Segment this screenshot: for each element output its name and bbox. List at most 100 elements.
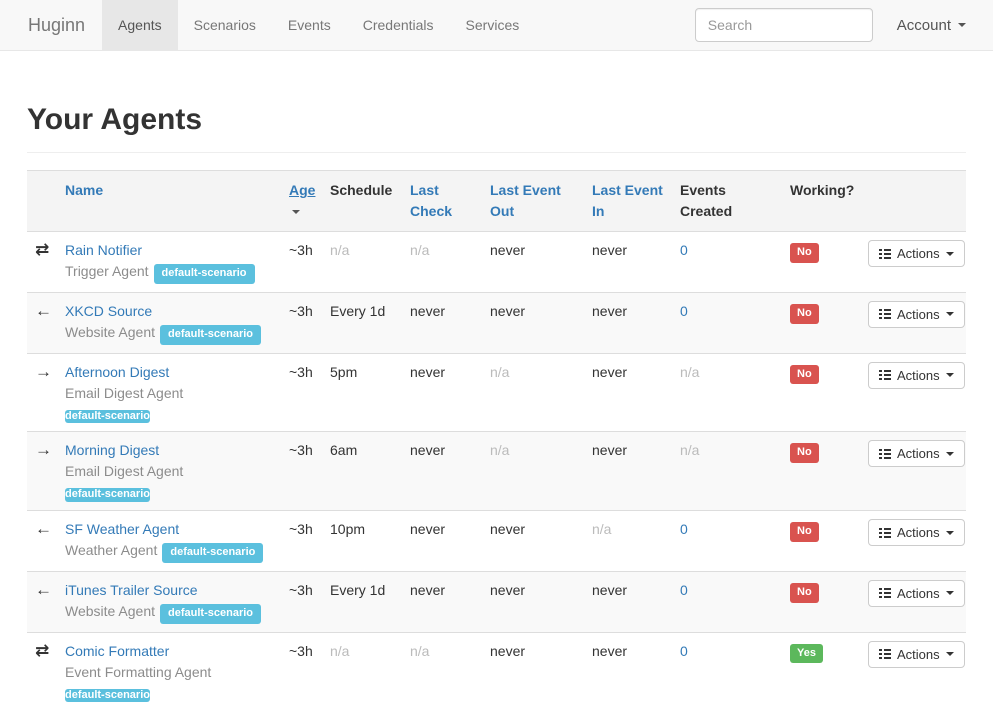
arrow-left-icon: ← xyxy=(35,519,52,538)
table-row: ← iTunes Trailer Source Website Agent def… xyxy=(27,570,966,632)
working-cell: No xyxy=(782,231,860,293)
agent-name-link[interactable]: Morning Digest xyxy=(65,442,160,459)
events-count-link[interactable]: 0 xyxy=(680,642,688,659)
last-check-cell: never xyxy=(402,510,482,572)
scenario-badge[interactable]: default-scenario xyxy=(65,409,150,424)
last-event-in-cell: never xyxy=(584,352,672,432)
actions-cell: Actions xyxy=(860,231,966,293)
nav-item-services[interactable]: Services xyxy=(465,17,520,33)
header-last-check[interactable]: Last Check xyxy=(410,182,453,219)
agent-type-label: Weather Agent xyxy=(65,542,158,558)
actions-button-label: Actions xyxy=(897,446,940,462)
header-last-event-out[interactable]: Last Event Out xyxy=(490,182,561,219)
header-name[interactable]: Name xyxy=(65,182,104,198)
table-row: ⇄ Comic Formatter Event Formatting Agent… xyxy=(27,631,966,711)
header-last-event-in[interactable]: Last Event In xyxy=(592,182,663,219)
working-badge: No xyxy=(790,522,819,542)
nav-item-events[interactable]: Events xyxy=(287,17,331,33)
brand-link[interactable]: Huginn xyxy=(28,14,86,35)
nav-item-credentials[interactable]: Credentials xyxy=(362,17,434,33)
direction-cell: ⇄ xyxy=(27,231,57,293)
working-cell: No xyxy=(782,291,860,353)
agent-name-link[interactable]: Comic Formatter xyxy=(65,642,170,659)
actions-button[interactable]: Actions xyxy=(868,361,965,389)
actions-button[interactable]: Actions xyxy=(868,240,965,267)
agent-type-label: Website Agent xyxy=(65,602,156,619)
schedule-cell: n/a xyxy=(322,231,402,293)
age-cell: ~3h xyxy=(281,352,322,432)
events-count-link[interactable]: 0 xyxy=(680,242,688,258)
scenario-badge[interactable]: default-scenario xyxy=(160,324,261,345)
arrow-left-icon: ← xyxy=(35,300,52,320)
working-cell: No xyxy=(782,352,860,432)
last-check-cell: never xyxy=(402,291,482,353)
scenario-badge[interactable]: default-scenario xyxy=(160,603,261,624)
nav-item-agents[interactable]: Agents xyxy=(102,0,178,50)
header-working: Working? xyxy=(782,170,860,232)
list-icon xyxy=(879,648,891,660)
direction-cell: → xyxy=(27,431,57,511)
agent-name-link[interactable]: iTunes Trailer Source xyxy=(65,581,198,598)
actions-button[interactable]: Actions xyxy=(868,579,965,607)
scenario-badge[interactable]: default-scenario xyxy=(162,543,264,563)
last-event-out-cell: n/a xyxy=(482,352,584,432)
working-badge: Yes xyxy=(790,643,823,664)
actions-button[interactable]: Actions xyxy=(868,300,965,328)
caret-down-icon xyxy=(945,373,954,377)
header-age[interactable]: Age xyxy=(289,182,316,198)
account-label: Account xyxy=(896,16,951,34)
events-created-cell: 0 xyxy=(672,631,782,711)
last-event-in-cell: never xyxy=(584,291,672,353)
agent-name-link[interactable]: Afternoon Digest xyxy=(65,363,170,380)
agent-name-link[interactable]: SF Weather Agent xyxy=(65,521,180,537)
actions-cell: Actions xyxy=(860,510,966,572)
header-schedule: Schedule xyxy=(322,170,402,232)
actions-button[interactable]: Actions xyxy=(868,440,965,468)
arrow-right-icon: → xyxy=(35,361,52,381)
divider xyxy=(27,152,966,153)
account-menu[interactable]: Account xyxy=(897,17,966,34)
scenario-badge[interactable]: default-scenario xyxy=(65,488,150,502)
actions-button-label: Actions xyxy=(897,646,940,662)
events-count-link[interactable]: 0 xyxy=(680,581,688,598)
scenario-badge[interactable]: default-scenario xyxy=(65,688,150,703)
list-icon xyxy=(879,248,891,260)
events-count-link[interactable]: 0 xyxy=(680,521,688,537)
table-row: ← XKCD Source Website Agent default-scena… xyxy=(27,291,966,353)
actions-button[interactable]: Actions xyxy=(868,640,965,668)
agent-name-link[interactable]: Rain Notifier xyxy=(65,242,143,258)
events-created-cell: 0 xyxy=(672,570,782,632)
table-row: ⇄ Rain Notifier Trigger Agent default-sce… xyxy=(27,231,966,293)
working-badge: No xyxy=(790,303,819,324)
table-row: → Afternoon Digest Email Digest Agent def… xyxy=(27,352,966,432)
actions-button-label: Actions xyxy=(897,525,940,540)
actions-cell: Actions xyxy=(860,352,966,432)
agent-type-label: Trigger Agent xyxy=(65,263,149,279)
scenario-badge[interactable]: default-scenario xyxy=(153,264,255,284)
working-badge: No xyxy=(790,443,819,463)
actions-button-label: Actions xyxy=(897,306,940,322)
page-title: Your Agents xyxy=(27,103,203,136)
last-event-in-cell: n/a xyxy=(584,510,672,572)
actions-button[interactable]: Actions xyxy=(868,519,965,546)
name-cell: XKCD Source Website Agent default-scenari… xyxy=(57,291,281,353)
arrow-both-icon: ⇄ xyxy=(35,240,50,259)
search-input[interactable] xyxy=(694,8,873,42)
working-badge: No xyxy=(790,243,819,263)
age-cell: ~3h xyxy=(281,231,322,293)
arrow-left-icon: ← xyxy=(35,579,52,599)
caret-down-icon xyxy=(945,530,954,535)
caret-down-icon xyxy=(945,652,954,656)
events-count-link[interactable]: 0 xyxy=(680,302,688,319)
agent-name-link[interactable]: XKCD Source xyxy=(65,302,153,319)
agent-type-label: Event Formatting Agent xyxy=(65,663,212,680)
nav-item-scenarios[interactable]: Scenarios xyxy=(193,17,256,33)
direction-cell: → xyxy=(27,352,57,432)
working-cell: No xyxy=(782,431,860,511)
schedule-cell: 5pm xyxy=(322,352,402,432)
list-icon xyxy=(879,527,891,539)
name-cell: Afternoon Digest Email Digest Agent defau… xyxy=(57,352,281,432)
main-content: Your Agents Name Age Schedule Last Check… xyxy=(0,103,993,711)
last-event-in-cell: never xyxy=(584,631,672,711)
actions-button-label: Actions xyxy=(897,367,940,383)
